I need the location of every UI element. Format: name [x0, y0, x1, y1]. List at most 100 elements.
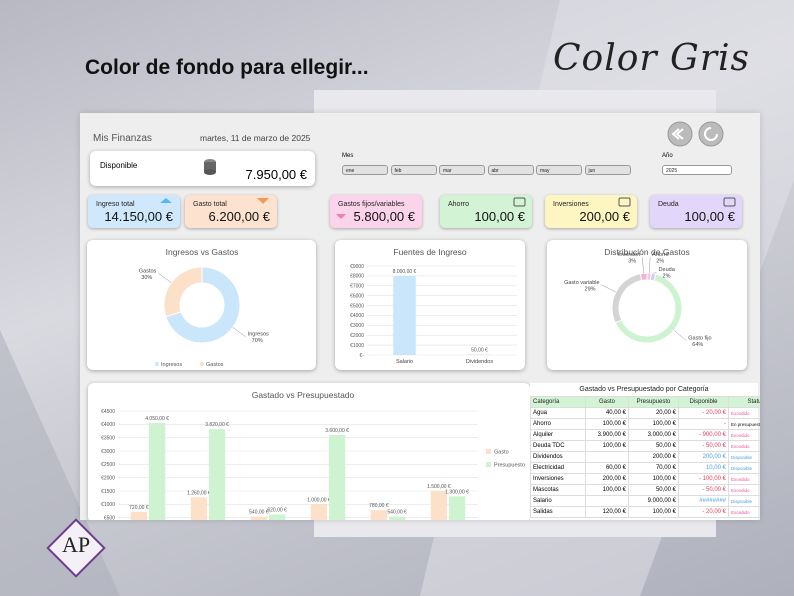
card-label: Gastos fijos/variables: [338, 201, 405, 208]
bar: [393, 275, 416, 355]
leader-line: [641, 257, 644, 274]
summary-card: Ahorro 100,00 €: [440, 195, 532, 228]
table-cell: ########: [678, 495, 729, 507]
table-cell: Excedido: [728, 407, 760, 419]
table-cell: 100,00 €: [628, 418, 679, 430]
table-cell: Salidas: [530, 506, 586, 518]
bar: [310, 504, 327, 520]
up-triangle: [160, 198, 172, 203]
summary-card: Inversiones 200,00 €: [545, 195, 637, 228]
card-icon: [723, 197, 736, 207]
table-cell: Excedido: [728, 440, 760, 452]
leader-line: [158, 273, 172, 283]
year-select[interactable]: 2025: [662, 165, 732, 175]
card-value: 200,00 €: [579, 209, 630, 224]
y-tick-label: €-: [360, 353, 365, 359]
table-row: Dividendos 200,00 €200,00 € Disponible: [530, 451, 760, 463]
month-button[interactable]: may: [536, 165, 582, 175]
month-button[interactable]: abr: [487, 165, 534, 175]
leader-line: [653, 271, 657, 274]
table-cell: Ahorro: [530, 418, 586, 430]
month-button[interactable]: jun: [584, 165, 631, 175]
chart-panel: Distribución de Gastos Ahorro 2% Deuda 2% Gas…: [547, 240, 747, 370]
bar-value-label: 720,00 €: [129, 505, 149, 511]
slice-label: Gasto fijo: [688, 336, 711, 342]
card-value: 5.800,00 €: [353, 209, 415, 224]
budget-table-panel: Gastado vs Presupuestado por Categoría C…: [530, 383, 760, 520]
bar: [209, 429, 226, 520]
table-cell: 70,00 €: [628, 462, 679, 474]
bar-value-label: 1.260,00 €: [187, 490, 211, 496]
y-tick-label: €6000: [350, 293, 364, 299]
chart-title: Ingresos vs Gastos: [166, 247, 239, 257]
table-cell: - 50,00 €: [678, 484, 729, 496]
table-cell: 9.000,00 €: [628, 495, 679, 507]
bar-value-label: 540,00 €: [387, 510, 407, 516]
table-cell: Salario: [530, 495, 586, 507]
table-cell: 60,00 €: [585, 462, 629, 474]
dashboard: Mis Finanzas martes, 11 de marzo de 2025…: [80, 113, 760, 520]
bar: [190, 497, 207, 520]
month-button[interactable]: ene: [342, 165, 388, 175]
bar: [329, 435, 346, 520]
y-tick-label: €500: [104, 515, 115, 520]
bar: [149, 423, 166, 520]
legend-label: Gastos: [206, 362, 224, 368]
chart-panel: Gastado vs Presupuestado €500 €1000 €1500 €2…: [88, 383, 530, 520]
table-header-cell: Disponible: [678, 396, 729, 408]
refresh-icon: [704, 127, 718, 141]
back-button[interactable]: [667, 121, 693, 147]
table-cell: 50,00 €: [628, 484, 679, 496]
bar-value-label: 1.300,00 €: [445, 489, 469, 495]
table-cell: Electricidad: [530, 462, 586, 474]
y-tick-label: €4000: [101, 422, 115, 428]
table-row: Salario 9.000,00 € ######## Disponible: [530, 495, 760, 507]
card-label: Inversiones: [553, 201, 589, 208]
month-button[interactable]: feb: [390, 165, 437, 175]
summary-card: Gasto total 6.200,00 €: [185, 195, 277, 228]
bar: [250, 516, 267, 520]
chart-title: Fuentes de Ingreso: [393, 247, 467, 257]
leader-line: [673, 330, 687, 341]
available-box: Disponible 7.950,00 €: [90, 151, 315, 186]
refresh-button[interactable]: [698, 121, 724, 147]
legend-swatch: [486, 462, 491, 467]
table-cell: Disponible: [728, 462, 760, 474]
dashboard-date: martes, 11 de marzo de 2025: [200, 133, 311, 143]
category-icon: [618, 197, 631, 207]
summary-card: Gastos fijos/variables 5.800,00 €: [330, 195, 422, 228]
y-tick-label: €7000: [350, 284, 364, 290]
slice-label: Deuda: [659, 267, 676, 273]
y-tick-label: €2500: [101, 462, 115, 468]
y-tick-label: €3500: [101, 435, 115, 441]
table-header-cell: Presupuesto: [628, 396, 679, 408]
slice-value-label: 3%: [628, 259, 636, 265]
chart-panel: Ingresos vs Gastos Ingresos 70% Gastos 30% In…: [87, 240, 316, 370]
card-value: 100,00 €: [684, 209, 735, 224]
table-row: Electricidad 60,00 €70,00 €10,00 € Disponi…: [530, 462, 760, 474]
legend-label: Gasto: [494, 450, 509, 456]
bar-value-label: 50,00 €: [471, 348, 488, 354]
table-cell: Inversiones: [530, 473, 586, 485]
table-cell: 3.900,00 €: [585, 429, 629, 441]
y-tick-label: €4000: [350, 313, 364, 319]
legend-swatch: [155, 362, 159, 366]
y-tick-label: €2000: [350, 333, 364, 339]
table-cell: Disponible: [728, 495, 760, 507]
month-button[interactable]: mar: [439, 165, 485, 175]
coin-stack: [204, 162, 216, 172]
category-icon: [513, 197, 526, 207]
down-triangle: [257, 198, 269, 204]
table-row: Deuda TDC 100,00 €50,00 € - 50,00 € Excedid…: [530, 440, 760, 452]
leader-line: [601, 284, 616, 293]
year-label: Año: [662, 153, 673, 159]
table-cell: 100,00 €: [585, 418, 629, 430]
x-tick-label: Salario: [396, 359, 413, 365]
table-cell: 40,00 €: [585, 407, 629, 419]
table-cell: 100,00 €: [628, 473, 679, 485]
slice-value-label: 2%: [663, 274, 671, 280]
table-cell: Excedido: [728, 473, 760, 485]
summary-card: Ingreso total 14.150,00 €: [88, 195, 180, 228]
donut-slice: [165, 266, 241, 344]
